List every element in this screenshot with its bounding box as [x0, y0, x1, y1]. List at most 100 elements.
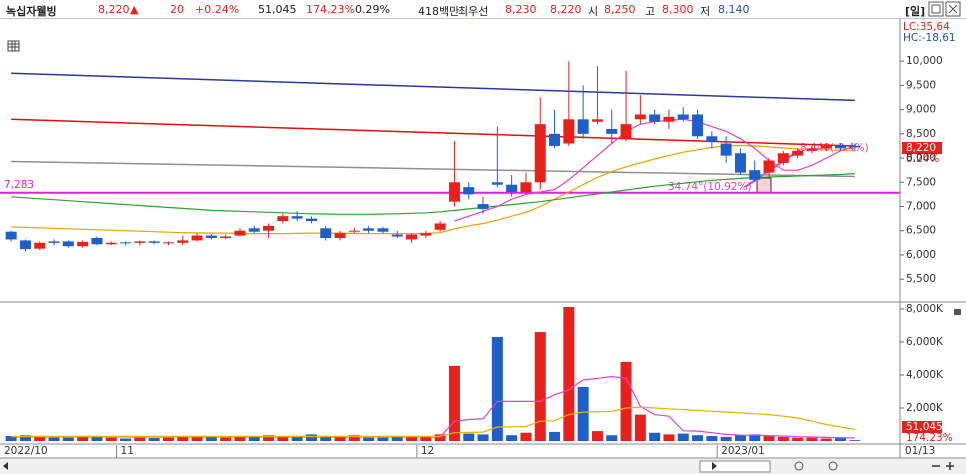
high-label: 고: [645, 5, 656, 18]
panel-icon[interactable]: [954, 309, 961, 315]
candle-body: [591, 119, 603, 122]
volume-bar: [849, 440, 861, 441]
y-tick-label: 8,500: [906, 128, 936, 140]
volume-bar: [234, 436, 246, 441]
zoom-icon[interactable]: [794, 461, 804, 471]
volume-bar: [706, 436, 718, 441]
y-tick-label: 6,000K: [906, 336, 944, 348]
scroll-left[interactable]: [3, 462, 8, 470]
candle-body: [348, 230, 360, 232]
period-button[interactable]: [일]: [905, 5, 926, 18]
change-pct: +0.24%: [195, 3, 240, 16]
y-tick-label: 6,500: [906, 225, 936, 237]
grid-icon-lines: [8, 41, 19, 51]
low: 8,140: [718, 3, 750, 16]
volume-bar: [105, 437, 117, 441]
volume-bar: [677, 433, 689, 441]
volume-bar: [420, 436, 432, 441]
x-tick-label: 2022/10: [4, 445, 48, 457]
scrollbar[interactable]: [0, 459, 966, 474]
best-label: 최우선: [458, 5, 489, 18]
candle-body: [305, 218, 317, 222]
candle-body: [191, 235, 203, 241]
x-tick-label: 11: [121, 445, 134, 457]
volume-bar: [48, 437, 60, 441]
moving-average: [11, 144, 855, 235]
candle-body: [549, 133, 561, 146]
measure-box: [756, 177, 772, 194]
volume-bar: [749, 434, 761, 441]
scroll-thumb[interactable]: [699, 460, 771, 473]
candle-body: [120, 242, 132, 244]
volume-bar: [734, 435, 746, 441]
candle-body: [91, 237, 103, 245]
candle-body: [434, 223, 446, 230]
trend-line: [11, 118, 855, 147]
current-date: 01/13: [905, 445, 935, 457]
low-label: 저: [700, 5, 711, 18]
restore-button[interactable]: [928, 1, 944, 17]
volume-bar: [377, 437, 389, 441]
candle-body: [420, 233, 432, 236]
volume-bar: [606, 435, 618, 441]
y-tick-label: 7,500: [906, 176, 936, 188]
candle-body: [835, 145, 847, 149]
volume-bar: [777, 436, 789, 441]
scroll-right[interactable]: [712, 462, 717, 470]
arrow: ▲: [130, 3, 139, 16]
open: 8,250: [604, 3, 636, 16]
volume-bar: [463, 433, 475, 441]
zoom-buttons[interactable]: [932, 462, 954, 470]
y-tick-label: 9,500: [906, 79, 936, 91]
volume-bar: [277, 436, 289, 441]
volume-average: [11, 406, 855, 437]
candle-body: [491, 182, 503, 185]
volume-bar: [820, 438, 832, 441]
last-volume-box: [902, 421, 942, 433]
candle-body: [563, 119, 575, 144]
volume-bar: [491, 337, 503, 441]
volume-bar: [534, 332, 546, 441]
volume-bar: [5, 436, 17, 441]
restore-icon: [931, 4, 941, 14]
volume-bar: [806, 437, 818, 441]
candle-body: [620, 124, 632, 139]
hc-label: HC:-18,61: [903, 32, 956, 44]
volume-bar: [77, 436, 89, 441]
candle-body: [391, 234, 403, 237]
volume-bar: [835, 438, 847, 441]
candle-body: [363, 228, 375, 231]
candle-body: [477, 204, 489, 209]
x-tick-label: 2023/01: [721, 445, 765, 457]
candle-body: [448, 182, 460, 202]
change: 20: [170, 3, 184, 16]
candle-body: [34, 242, 46, 249]
grid-icon[interactable]: [7, 40, 20, 52]
candle-body: [677, 114, 689, 120]
volume-bar: [591, 431, 603, 441]
turnover: 0.29%: [355, 3, 390, 16]
candle-body: [606, 128, 618, 134]
candle-body: [734, 153, 746, 173]
stock-name[interactable]: 녹십자웰빙: [6, 5, 57, 18]
volume-bar: [148, 438, 160, 441]
volume: 51,045: [258, 3, 297, 16]
candle-body: [134, 241, 146, 243]
volume-average: [11, 375, 855, 439]
y-tick-label: 8,000K: [906, 303, 944, 315]
search-icon[interactable]: [828, 461, 838, 471]
volume-bar: [477, 434, 489, 441]
volume-bar: [248, 436, 260, 441]
volume-bar: [120, 438, 132, 441]
y-tick-label: 5,500: [906, 273, 936, 285]
y-tick-label: 6,000: [906, 249, 936, 261]
trend-line: [11, 160, 855, 178]
y-tick-label: 9,000: [906, 104, 936, 116]
candle-body: [520, 182, 532, 192]
volume-bar: [520, 432, 532, 441]
candle-body: [220, 236, 232, 238]
candle-body: [506, 184, 518, 192]
candle-body: [792, 150, 804, 156]
